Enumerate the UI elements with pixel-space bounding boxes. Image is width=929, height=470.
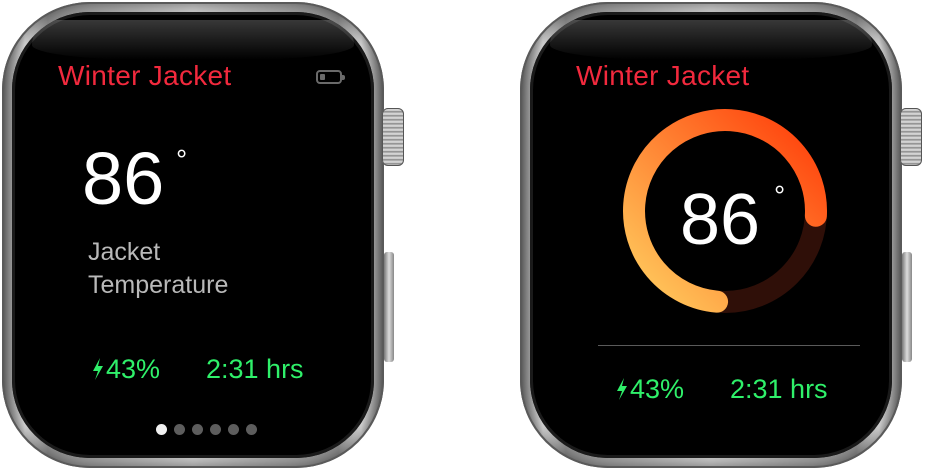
battery-percent: 43% — [92, 356, 160, 383]
temperature-label-line2: Temperature — [88, 271, 229, 299]
battery-icon — [316, 70, 345, 84]
degree-symbol: ° — [774, 180, 786, 211]
page-dot[interactable] — [192, 424, 203, 435]
digital-crown[interactable] — [382, 108, 404, 166]
time-remaining: 2:31 hrs — [206, 354, 304, 384]
charging-bolt-icon — [93, 358, 103, 380]
side-button[interactable] — [384, 252, 394, 362]
jacket-temperature-value: 86 — [680, 180, 761, 260]
battery-percent: 43% — [616, 376, 684, 403]
app-title: Winter Jacket — [576, 60, 750, 91]
watch-case: Winter Jacket 86 ° Jacket Temperature 43… — [2, 2, 384, 468]
page-dot[interactable] — [210, 424, 221, 435]
side-button[interactable] — [902, 252, 912, 362]
app-title: Winter Jacket — [58, 60, 232, 91]
page-dot[interactable] — [174, 424, 185, 435]
temperature-label-line1: Jacket — [88, 238, 161, 266]
battery-percent-text: 43% — [106, 354, 161, 384]
watch-case: Winter Jacket 86 ° 43% 2:31 hr — [520, 2, 902, 468]
time-remaining: 2:31 hrs — [730, 374, 828, 404]
battery-percent-text: 43% — [630, 374, 685, 404]
temperature-ring — [623, 109, 827, 313]
ring-progress-arc — [623, 109, 827, 313]
page-dot[interactable] — [228, 424, 239, 435]
screen-glare — [32, 20, 354, 60]
divider — [598, 345, 860, 346]
page-dot[interactable] — [156, 424, 167, 435]
page-dot[interactable] — [246, 424, 257, 435]
watch-left: Winter Jacket 86 ° Jacket Temperature 43… — [2, 2, 404, 468]
watch-screen[interactable]: Winter Jacket 86 ° 43% 2:31 hr — [530, 12, 892, 458]
battery-level — [320, 74, 326, 80]
jacket-temperature-value: 86 — [82, 137, 165, 220]
digital-crown[interactable] — [900, 108, 922, 166]
watch-screen[interactable]: Winter Jacket 86 ° Jacket Temperature 43… — [12, 12, 374, 458]
temperature-label: Jacket Temperature — [88, 236, 288, 302]
screen-glare — [550, 20, 872, 60]
charging-bolt-icon — [617, 378, 627, 400]
watch-right: Winter Jacket 86 ° 43% 2:31 hr — [520, 2, 922, 468]
degree-symbol: ° — [176, 144, 188, 175]
page-indicator[interactable] — [156, 424, 257, 435]
